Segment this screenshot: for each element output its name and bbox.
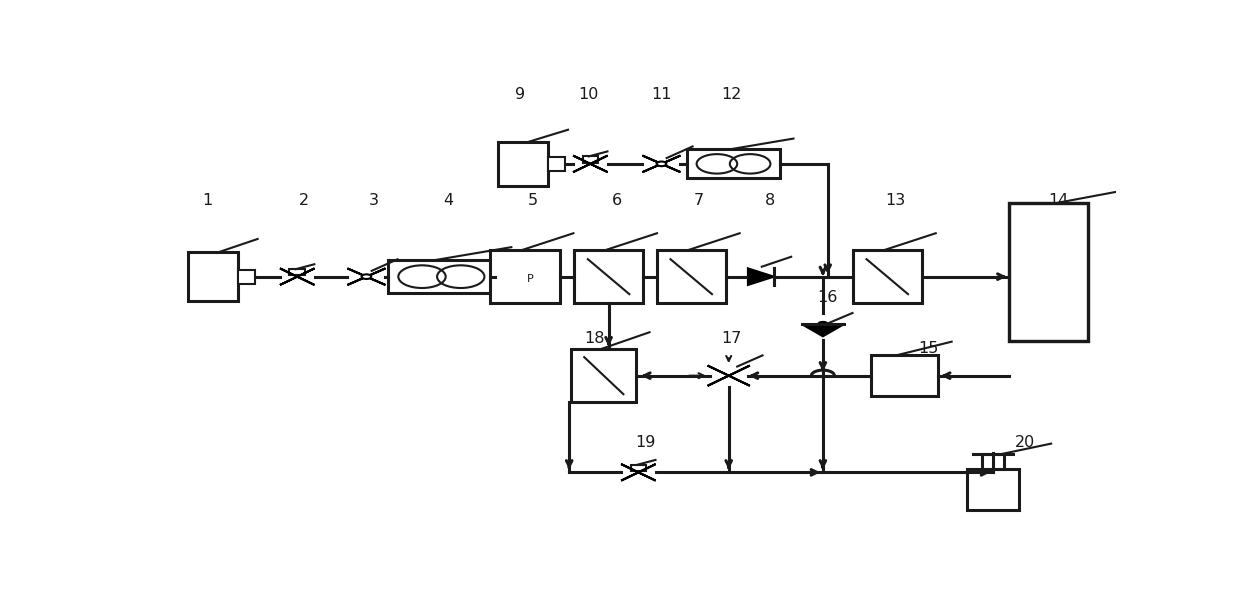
Text: 10: 10	[578, 87, 599, 102]
Bar	[853, 250, 921, 303]
Polygon shape	[708, 365, 750, 386]
Text: 4: 4	[443, 193, 453, 208]
Polygon shape	[802, 324, 844, 336]
Bar	[498, 142, 548, 186]
Bar	[490, 250, 559, 303]
Polygon shape	[347, 269, 386, 285]
Polygon shape	[573, 155, 608, 172]
Bar	[238, 270, 255, 283]
Bar	[1009, 203, 1089, 341]
Text: 6: 6	[613, 193, 622, 208]
Bar	[657, 250, 725, 303]
Text: 7: 7	[694, 193, 704, 208]
Text: 14: 14	[1048, 193, 1069, 208]
Text: 3: 3	[370, 193, 379, 208]
Polygon shape	[280, 269, 315, 285]
Text: 20: 20	[1014, 435, 1035, 450]
Bar	[388, 260, 495, 294]
Polygon shape	[621, 464, 656, 481]
Polygon shape	[621, 464, 656, 481]
Polygon shape	[642, 155, 681, 172]
Polygon shape	[280, 269, 315, 285]
Bar	[966, 469, 1019, 510]
Bar	[187, 252, 238, 301]
Text: P: P	[527, 274, 533, 284]
Circle shape	[818, 322, 827, 327]
Text: 16: 16	[817, 290, 838, 305]
Text: 2: 2	[299, 193, 309, 208]
Text: 12: 12	[722, 87, 742, 102]
Text: 9: 9	[515, 87, 526, 102]
Bar	[631, 465, 646, 471]
Bar	[289, 269, 305, 276]
Polygon shape	[708, 365, 750, 386]
Polygon shape	[748, 269, 774, 285]
Text: 5: 5	[527, 193, 538, 208]
Text: 15: 15	[919, 340, 939, 356]
Bar	[982, 454, 1004, 469]
Text: 1: 1	[202, 193, 213, 208]
Text: 18: 18	[584, 331, 604, 346]
Bar	[574, 250, 644, 303]
Text: 13: 13	[885, 193, 905, 208]
Text: 8: 8	[765, 193, 775, 208]
Bar	[687, 150, 780, 178]
Bar	[548, 157, 565, 171]
Text: 11: 11	[651, 87, 672, 102]
Text: 17: 17	[722, 331, 742, 346]
Polygon shape	[573, 155, 608, 172]
Bar	[583, 157, 598, 163]
Circle shape	[362, 274, 371, 279]
Polygon shape	[642, 155, 681, 172]
Polygon shape	[347, 269, 386, 285]
Text: 19: 19	[635, 435, 655, 450]
Bar	[870, 355, 939, 396]
Bar	[572, 349, 636, 402]
Circle shape	[657, 161, 666, 166]
